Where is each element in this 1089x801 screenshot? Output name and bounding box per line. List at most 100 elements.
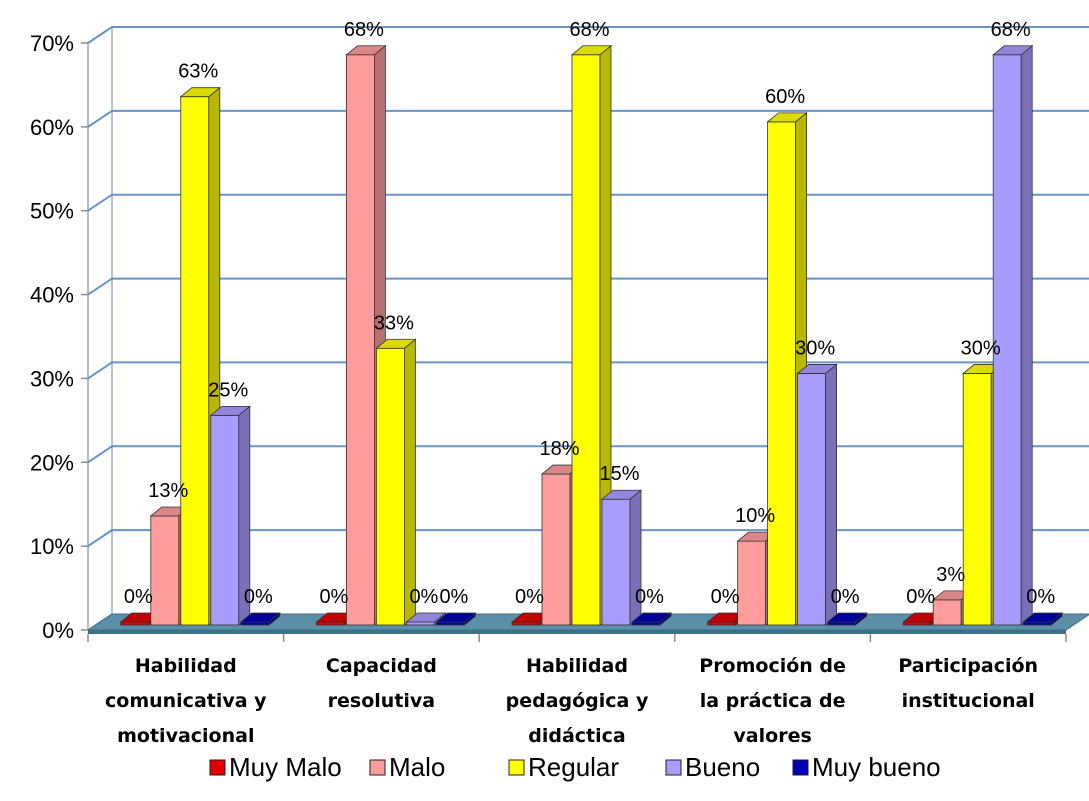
data-label: 0% (409, 586, 438, 608)
data-label: 25% (208, 379, 248, 401)
legend-swatch (792, 759, 809, 776)
bar-front (1022, 621, 1052, 626)
x-axis-categories: Habilidad comunicativa y motivacional Capac… (87, 634, 1067, 747)
data-label: 33% (374, 312, 414, 334)
bar-top (435, 612, 477, 623)
bar-top (600, 489, 643, 500)
legend-label: Malo (389, 752, 445, 782)
bar-front (435, 621, 465, 626)
data-label: 68% (991, 19, 1031, 41)
legend-swatch (665, 759, 682, 776)
bar-front (902, 621, 932, 626)
data-label: 13% (148, 480, 188, 502)
gridline (87, 361, 1089, 380)
bar-top (375, 338, 417, 349)
bar-top (630, 612, 673, 623)
category-label: comunicativa y (105, 690, 267, 712)
bar-top (1022, 612, 1064, 623)
data-label: 0% (906, 586, 935, 608)
category-label: institucional (902, 690, 1035, 712)
data-labels-layer: 0%13%63%25%0% 0%68%33%0% 0% 0%18%68%15%0% 0%… (124, 19, 1056, 608)
y-tick-label: 30% (30, 366, 74, 391)
legend-label: Regular (528, 752, 619, 782)
bar-muy-bueno (826, 612, 868, 626)
bar-regular (375, 338, 417, 626)
bar-top (992, 45, 1034, 56)
bar-top (179, 87, 221, 98)
bar-top (570, 45, 613, 56)
bar-front (932, 599, 962, 626)
bar-side (1020, 44, 1033, 626)
gridline (87, 529, 1089, 547)
data-label: 68% (569, 19, 609, 41)
data-label: 0% (711, 586, 740, 608)
bar-front (180, 96, 210, 626)
data-label: 0% (124, 586, 153, 608)
bar-top (405, 612, 447, 623)
data-label: 0% (439, 586, 468, 608)
data-label: 30% (795, 337, 835, 359)
legend-label: Muy bueno (812, 752, 941, 782)
bar-front (707, 621, 736, 626)
bar-top (826, 612, 868, 623)
category-label: Promoción de (699, 655, 846, 677)
bar-front (315, 621, 345, 626)
bar-front (827, 621, 856, 626)
bar-front (601, 498, 631, 626)
data-label: 30% (961, 337, 1001, 359)
legend-swatch (508, 759, 525, 776)
gridline (87, 109, 1089, 128)
legend: Muy Malo Malo Regular Bueno Muy bueno (209, 752, 941, 782)
bar-top (345, 45, 387, 56)
data-label: 0% (515, 586, 544, 608)
legend-swatch (369, 759, 386, 776)
data-label: 15% (599, 463, 639, 485)
category-label: la práctica de (700, 690, 846, 712)
legend-label: Muy Malo (229, 752, 342, 782)
bar-front (405, 621, 435, 626)
bar-top (209, 405, 251, 416)
y-tick-label: 0% (42, 618, 74, 643)
bars-layer (119, 44, 1064, 626)
bar-muy-bueno (1022, 612, 1064, 626)
data-label: 10% (735, 505, 775, 527)
data-label: 68% (344, 19, 384, 41)
data-label: 0% (1026, 586, 1055, 608)
bar-front (571, 54, 601, 626)
y-tick-label: 60% (30, 115, 74, 140)
bar-front (150, 515, 180, 626)
data-label: 0% (244, 586, 273, 608)
bar-bueno (209, 405, 251, 626)
category-label: motivacional (117, 725, 254, 747)
category-label: Participación (898, 655, 1038, 677)
data-label: 0% (635, 586, 664, 608)
bar-top (796, 364, 838, 374)
legend-swatch (209, 759, 226, 776)
bar-top (239, 612, 281, 623)
bar-front (375, 347, 405, 626)
grid-layer (87, 26, 1089, 631)
category-label: didáctica (528, 725, 625, 747)
y-tick-label: 20% (30, 450, 74, 475)
bar-side (403, 338, 416, 626)
y-tick-label: 10% (30, 534, 74, 559)
bar-front (631, 621, 661, 626)
y-tick-label: 40% (30, 283, 74, 308)
bar-front (962, 373, 992, 626)
bar-front (797, 373, 826, 626)
y-tick-label: 70% (30, 31, 74, 56)
bar-muy-bueno (435, 612, 477, 626)
bar-bueno (796, 363, 838, 626)
category-label: Habilidad (526, 655, 628, 677)
bar-muy-bueno (239, 612, 281, 626)
category-label: valores (733, 725, 811, 747)
data-label: 0% (319, 586, 348, 608)
bar-muy-bueno (630, 612, 673, 626)
bar-regular (570, 44, 613, 626)
data-label: 3% (936, 564, 965, 586)
bar-front (511, 621, 541, 626)
bar-front (120, 621, 150, 626)
gridline (87, 445, 1089, 464)
